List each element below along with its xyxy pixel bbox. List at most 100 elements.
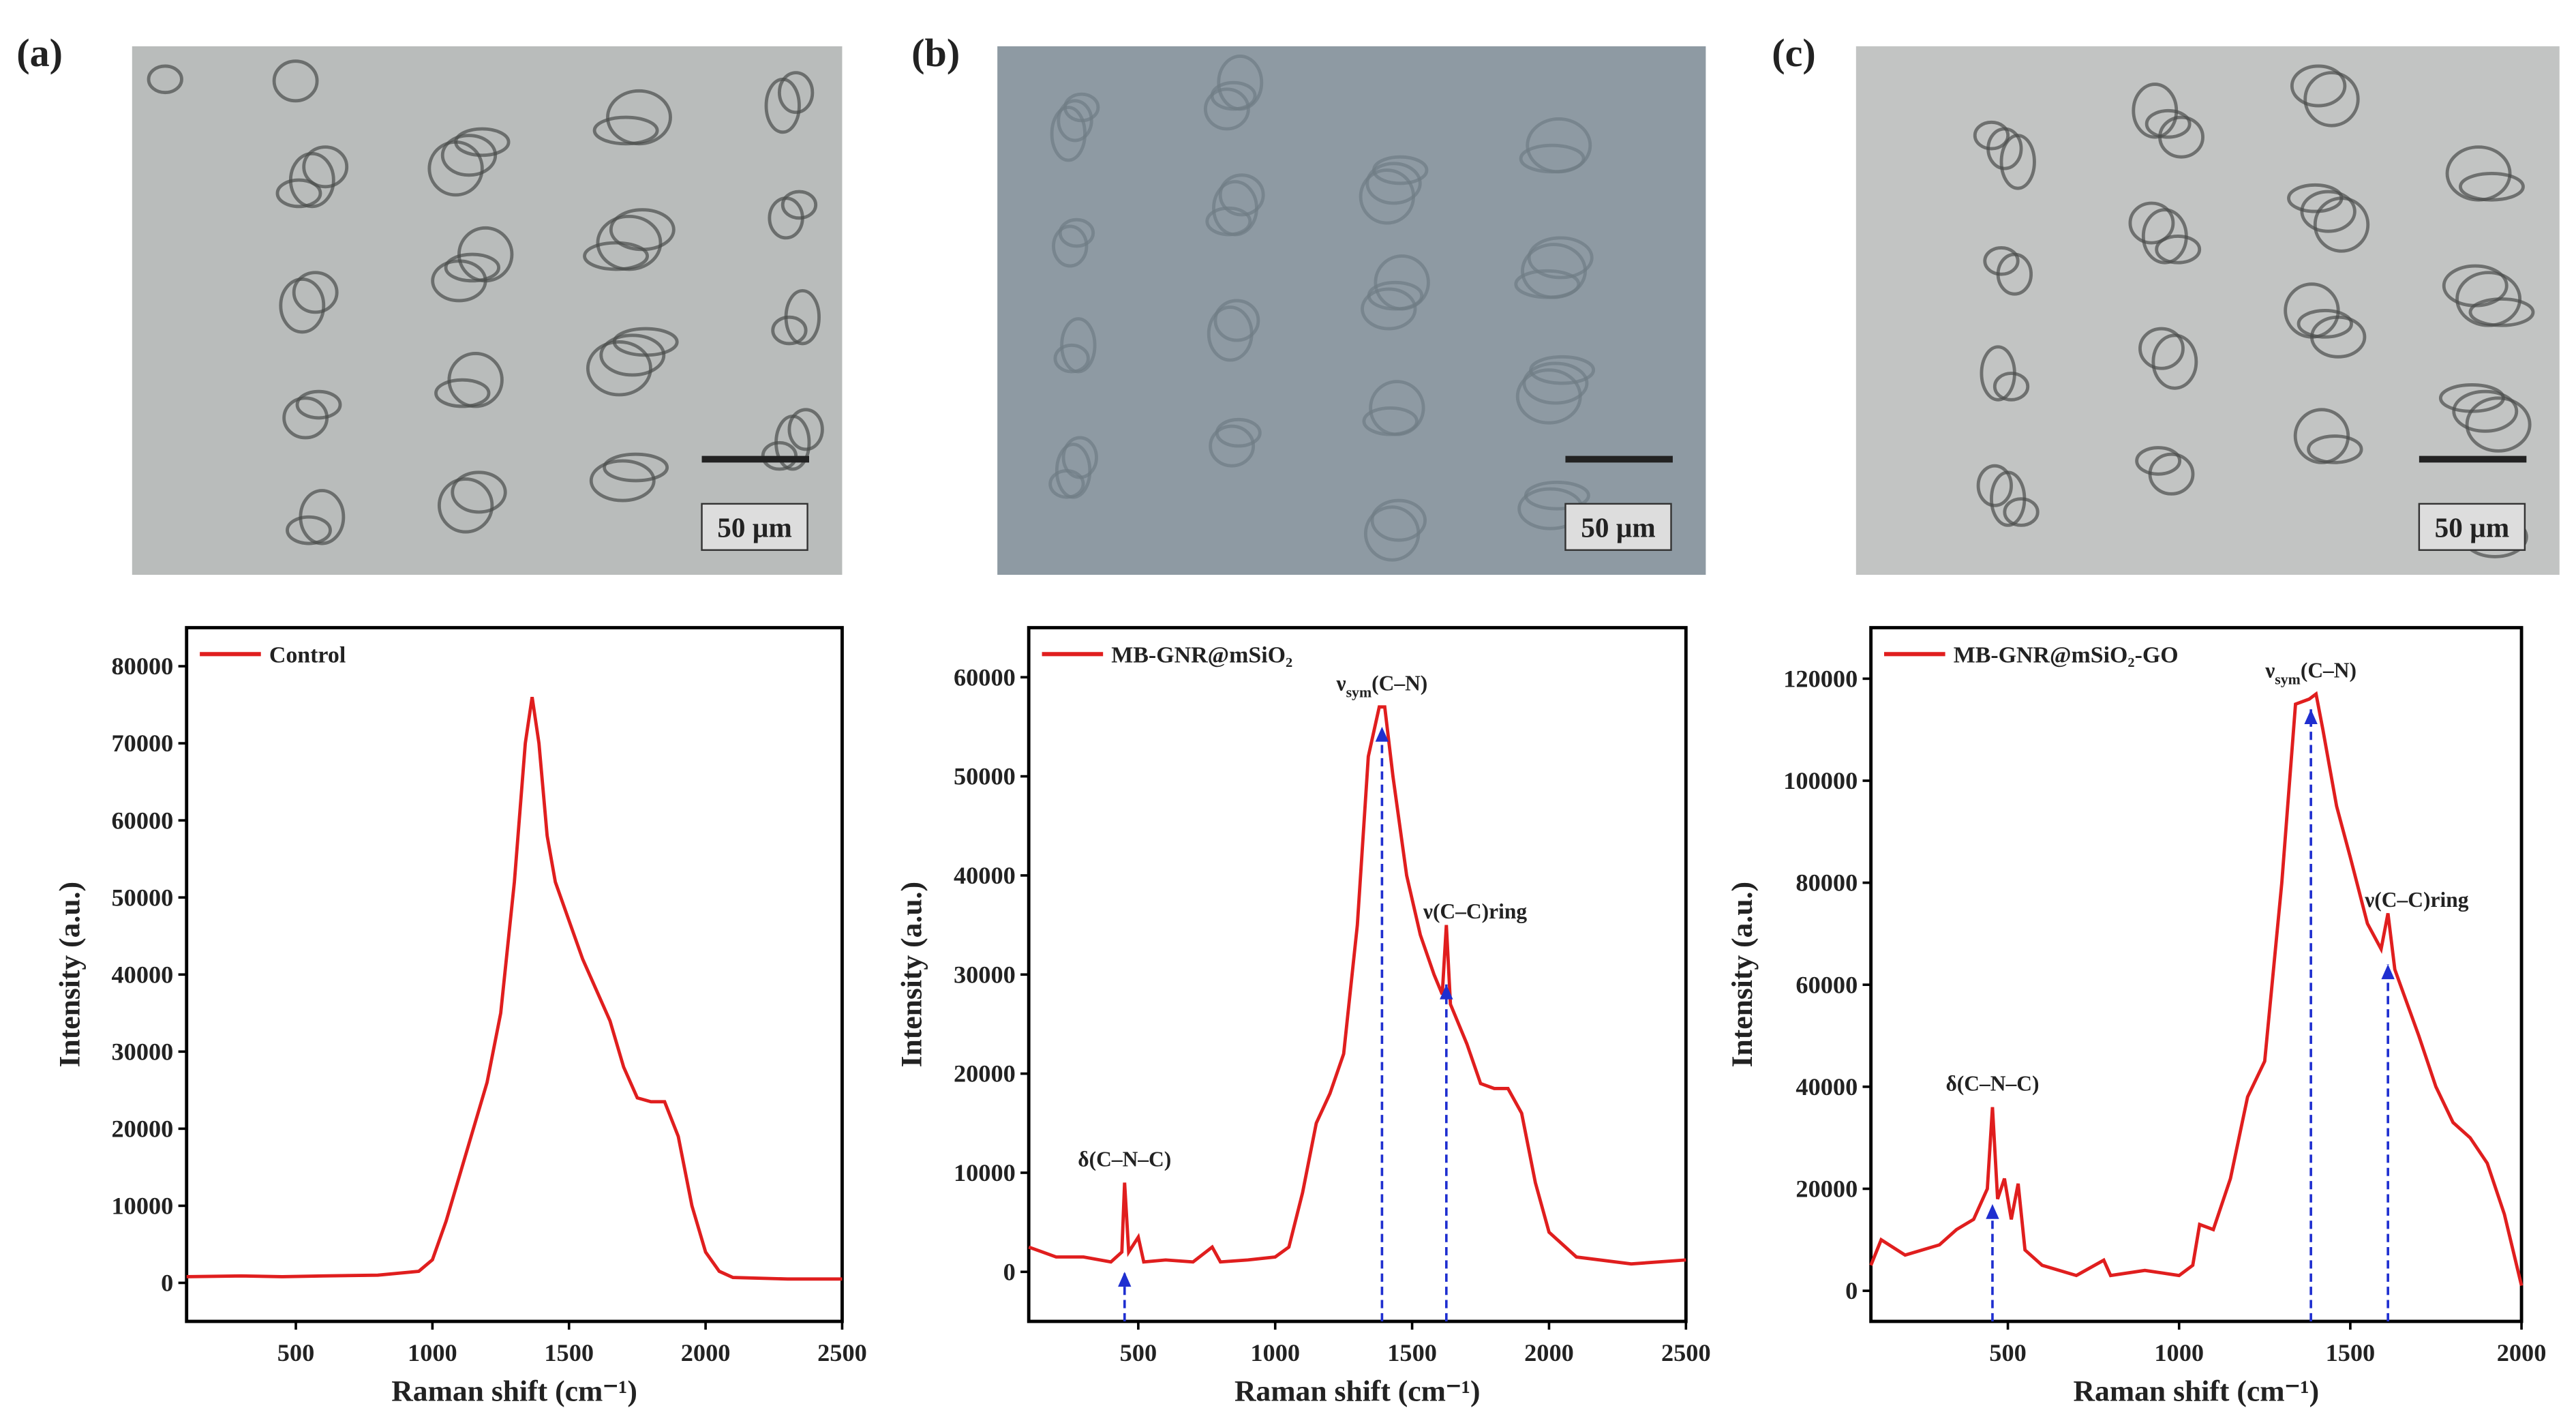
scale-box <box>2418 503 2526 551</box>
cell <box>147 64 183 95</box>
cell <box>1203 87 1250 131</box>
legend-label: Control <box>269 642 346 668</box>
cell <box>447 352 504 408</box>
cell <box>599 333 666 377</box>
cell <box>2300 190 2357 233</box>
peak-label-part: (C–N) <box>1372 672 1427 695</box>
y-tick-label: 40000 <box>112 961 174 988</box>
spectrum <box>1028 705 1686 1266</box>
peak-label-part: δ(C–N–C) <box>1078 1147 1171 1171</box>
peak-arrow <box>1118 1272 1132 1287</box>
scale-label: 50 µm <box>717 511 791 543</box>
micrograph <box>997 46 1706 575</box>
cell <box>2155 235 2202 265</box>
cell <box>2313 196 2370 253</box>
peak-label: νsym(C–N) <box>1335 672 1427 701</box>
cell <box>1218 173 1265 217</box>
cell <box>440 134 498 177</box>
peak-arrow <box>2304 709 2318 725</box>
cell <box>1992 372 2030 402</box>
cell <box>451 470 507 514</box>
cell <box>1976 464 2013 507</box>
cell <box>603 452 669 483</box>
cell <box>1361 287 1417 331</box>
spectrum <box>1869 691 2524 1287</box>
peak-label-part: ν <box>2264 659 2275 683</box>
x-tick-label: 2500 <box>817 1339 867 1366</box>
y-tick-label: 100000 <box>1783 767 1858 794</box>
cell <box>2003 497 2040 527</box>
x-tick-label: 1500 <box>2326 1339 2376 1366</box>
micrograph <box>132 46 843 575</box>
cell <box>286 515 332 545</box>
y-axis-title: Intensity (a.u.) <box>1726 882 1759 1067</box>
cell <box>781 190 818 220</box>
cell <box>1213 299 1260 342</box>
cell <box>1515 368 1582 425</box>
cell <box>1209 424 1256 468</box>
cell <box>2468 297 2535 327</box>
cell <box>1052 224 1089 268</box>
x-tick-label: 500 <box>1989 1339 2027 1366</box>
cell <box>586 340 652 397</box>
y-axis-title: Intensity (a.u.) <box>896 882 928 1067</box>
x-tick-label: 2000 <box>1524 1339 1574 1366</box>
panel-label: (c) <box>1772 31 1816 75</box>
cell <box>295 389 342 420</box>
micrograph <box>1855 46 2560 575</box>
legend-label: MB-GNR@mSiO₂-GO <box>1954 642 2179 668</box>
cell <box>2145 108 2192 139</box>
cell <box>2465 396 2532 453</box>
cell <box>1362 406 1419 436</box>
y-tick-label: 60000 <box>954 663 1016 691</box>
cell <box>2290 64 2347 108</box>
cell <box>1363 505 1421 562</box>
cell <box>434 378 491 408</box>
y-tick-label: 80000 <box>1795 869 1858 897</box>
x-tick-label: 2500 <box>1661 1339 1711 1366</box>
cell <box>771 315 808 346</box>
x-axis-title: Raman shift (cm⁻¹) <box>1234 1375 1481 1407</box>
y-tick-label: 50000 <box>954 763 1016 790</box>
cell <box>1973 120 2010 151</box>
cell <box>444 252 500 283</box>
x-axis-title: Raman shift (cm⁻¹) <box>2074 1375 2320 1407</box>
y-tick-label: 20000 <box>112 1115 174 1142</box>
y-tick-label: 0 <box>1003 1258 1016 1285</box>
panel-label: (a) <box>16 31 63 75</box>
cell <box>272 59 319 103</box>
cell <box>279 278 326 334</box>
cell <box>2148 452 2195 496</box>
y-tick-label: 30000 <box>112 1038 174 1065</box>
scale-label: 50 µm <box>1581 511 1655 543</box>
cell <box>2293 408 2350 464</box>
cell <box>777 71 815 115</box>
cell <box>2459 171 2525 202</box>
x-tick-label: 1000 <box>408 1339 457 1366</box>
y-tick-label: 50000 <box>112 884 174 911</box>
cell <box>2135 446 2182 476</box>
y-tick-label: 20000 <box>1795 1175 1858 1203</box>
cell <box>1519 143 1586 174</box>
cell <box>1058 218 1095 248</box>
cell <box>1983 245 2020 276</box>
cell <box>1050 106 1087 162</box>
y-tick-label: 0 <box>1845 1277 1858 1304</box>
panel-label: (b) <box>911 31 960 75</box>
cell <box>2309 315 2367 359</box>
cell <box>787 408 824 451</box>
cell <box>764 77 801 134</box>
peak-label-part: ν(C–C)ring <box>2364 888 2468 912</box>
y-tick-label: 10000 <box>112 1193 174 1220</box>
y-tick-label: 10000 <box>954 1159 1016 1186</box>
x-tick-label: 1000 <box>2154 1339 2204 1366</box>
cell <box>1365 162 1422 205</box>
peak-label-part: ν <box>1335 672 1346 695</box>
cell <box>292 271 339 314</box>
cell <box>1207 305 1254 362</box>
x-tick-label: 1000 <box>1250 1339 1300 1366</box>
cell <box>1996 252 2033 296</box>
scale-label: 50 µm <box>2435 511 2509 543</box>
cell <box>431 259 487 303</box>
peak-arrow <box>1440 984 1453 1000</box>
